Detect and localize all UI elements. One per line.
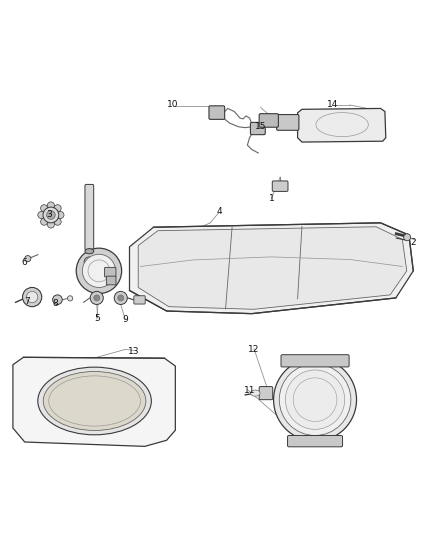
Circle shape: [46, 211, 55, 220]
FancyBboxPatch shape: [288, 435, 343, 447]
Circle shape: [41, 205, 48, 212]
Circle shape: [54, 219, 61, 225]
FancyBboxPatch shape: [277, 115, 299, 130]
Text: 9: 9: [122, 315, 128, 324]
Text: 1: 1: [268, 195, 274, 203]
Polygon shape: [138, 227, 407, 309]
FancyBboxPatch shape: [251, 123, 265, 135]
Text: 5: 5: [94, 314, 99, 324]
Circle shape: [279, 364, 351, 435]
FancyBboxPatch shape: [209, 106, 225, 119]
Text: 7: 7: [24, 297, 30, 306]
Circle shape: [22, 287, 42, 306]
Circle shape: [118, 295, 124, 301]
Polygon shape: [297, 108, 386, 142]
Circle shape: [76, 248, 122, 294]
Text: 14: 14: [327, 100, 338, 109]
Ellipse shape: [251, 390, 260, 396]
FancyBboxPatch shape: [259, 386, 273, 400]
Text: 15: 15: [255, 122, 266, 131]
Circle shape: [43, 207, 59, 223]
Text: 3: 3: [46, 209, 52, 219]
Circle shape: [47, 202, 54, 209]
Circle shape: [54, 205, 61, 212]
FancyBboxPatch shape: [85, 184, 94, 251]
Text: 6: 6: [22, 257, 28, 266]
FancyBboxPatch shape: [134, 296, 145, 304]
Circle shape: [38, 212, 45, 219]
FancyBboxPatch shape: [259, 114, 279, 127]
Circle shape: [41, 219, 48, 225]
FancyBboxPatch shape: [106, 276, 116, 285]
Circle shape: [84, 257, 95, 268]
Circle shape: [404, 234, 411, 241]
Text: 13: 13: [128, 347, 140, 356]
Ellipse shape: [38, 367, 151, 435]
FancyBboxPatch shape: [272, 181, 288, 191]
Text: 4: 4: [216, 207, 222, 216]
Circle shape: [26, 292, 38, 303]
Text: 8: 8: [53, 299, 58, 308]
Circle shape: [94, 295, 100, 301]
Polygon shape: [130, 223, 413, 313]
Text: 10: 10: [167, 100, 179, 109]
FancyBboxPatch shape: [281, 354, 349, 367]
Circle shape: [67, 296, 73, 301]
Circle shape: [82, 254, 116, 287]
Text: 2: 2: [410, 238, 416, 247]
FancyBboxPatch shape: [105, 268, 116, 277]
Text: 12: 12: [248, 345, 260, 354]
Circle shape: [57, 212, 64, 219]
Ellipse shape: [43, 372, 146, 431]
Polygon shape: [13, 357, 175, 446]
Circle shape: [114, 292, 127, 304]
Circle shape: [53, 295, 62, 304]
Circle shape: [25, 256, 31, 262]
Ellipse shape: [85, 248, 94, 254]
Circle shape: [286, 370, 345, 430]
Circle shape: [90, 292, 103, 304]
Circle shape: [274, 358, 357, 441]
Text: 11: 11: [244, 386, 255, 395]
Circle shape: [47, 221, 54, 228]
